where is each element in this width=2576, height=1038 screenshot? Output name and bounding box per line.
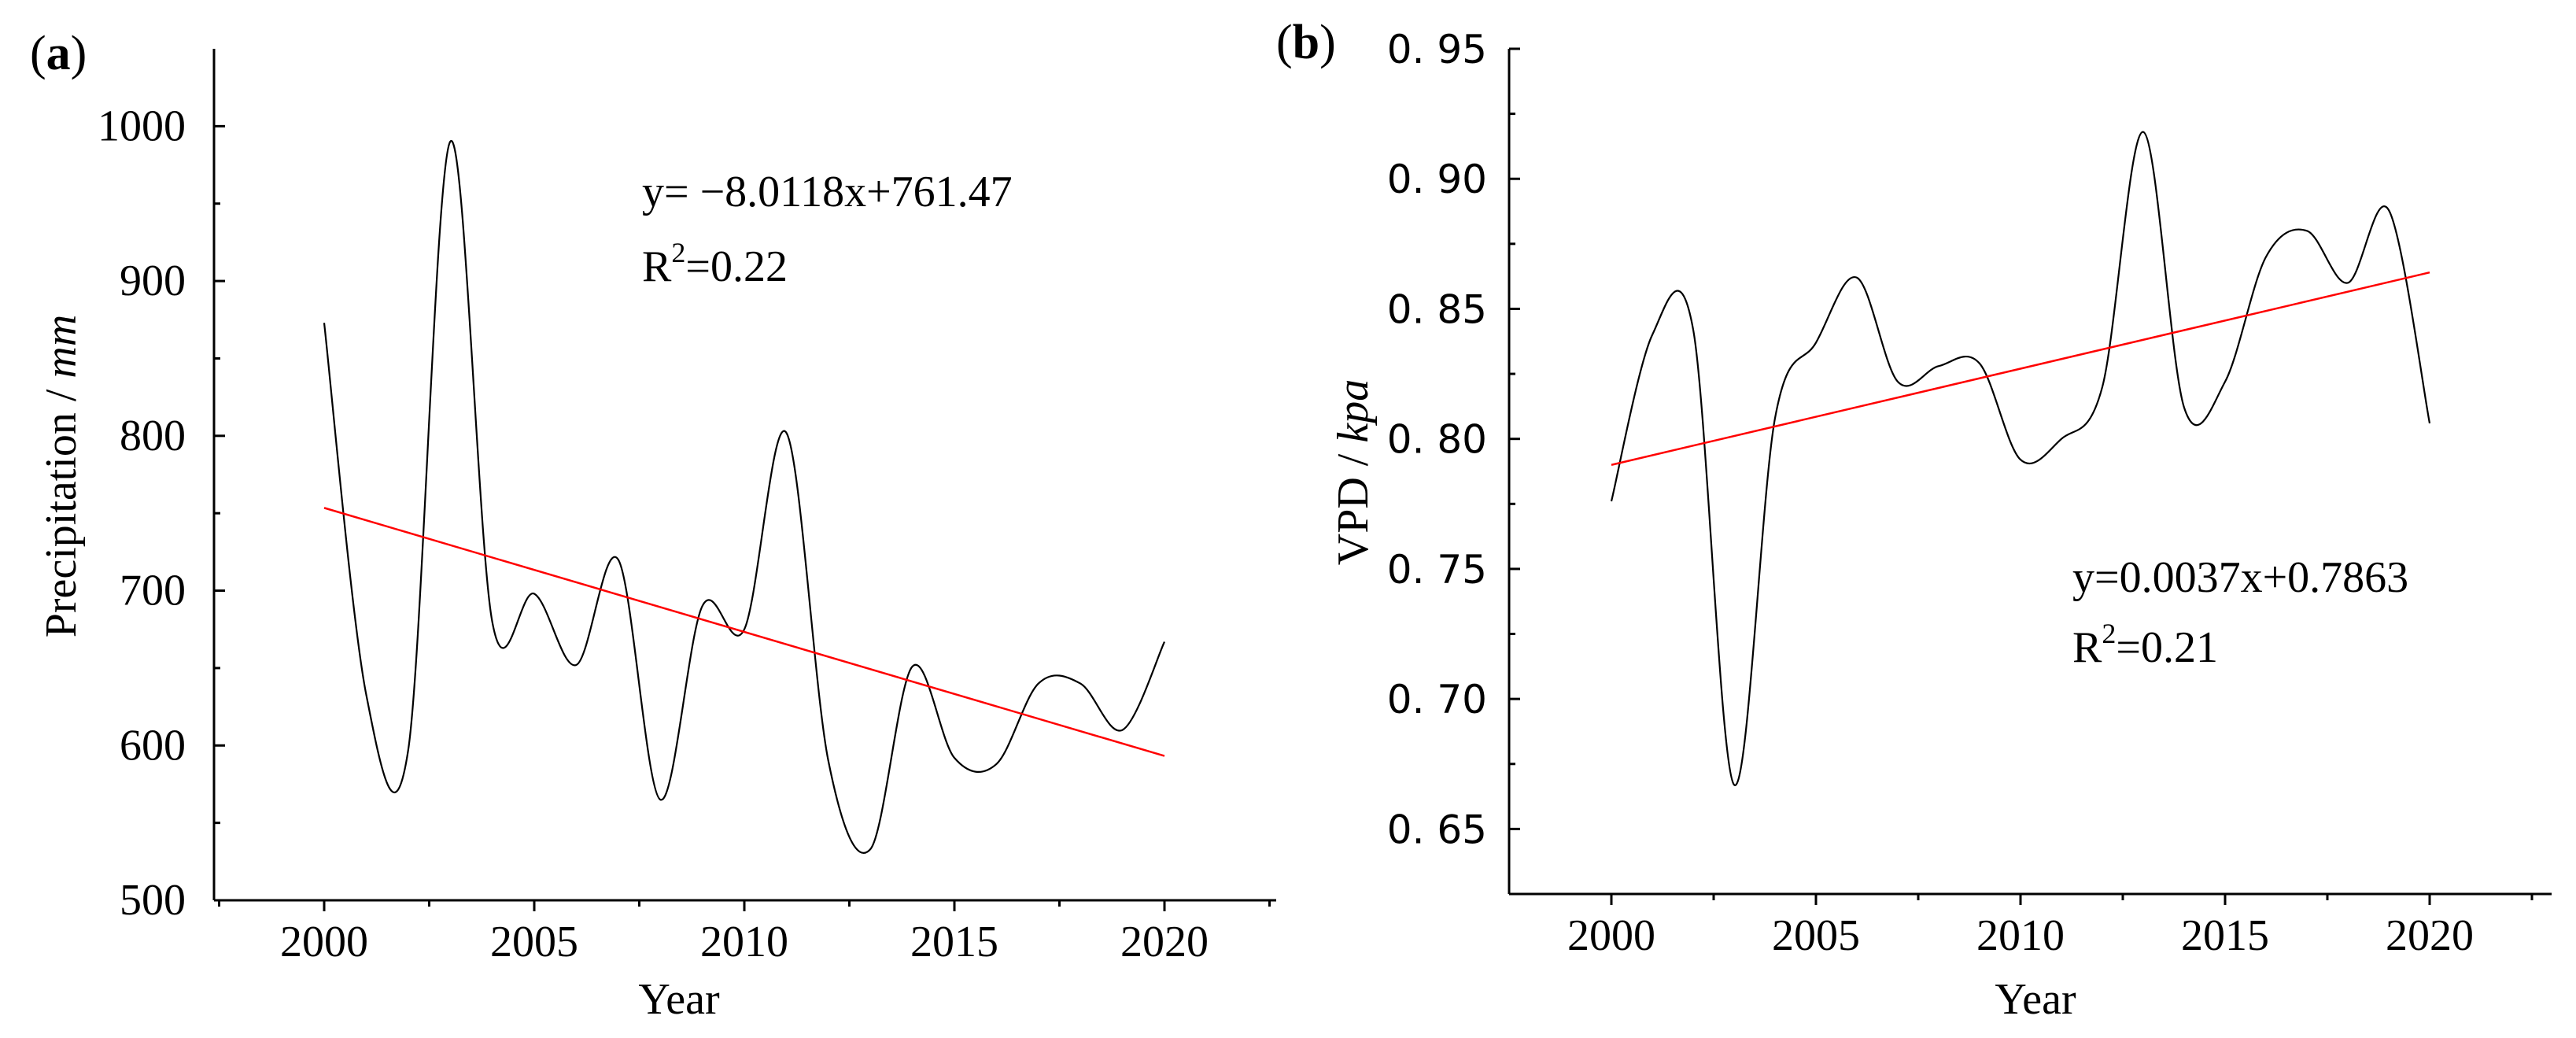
y-tick-label: 900 xyxy=(120,257,186,305)
panel-b-vpd-line xyxy=(1610,131,2431,786)
panel-a-precipitation-line xyxy=(323,140,1165,854)
x-tick-label: 2005 xyxy=(1772,911,1860,960)
y-tick-label: 0. 75 xyxy=(1387,547,1487,593)
panel-a-equation: y= −8.0118x+761.47 xyxy=(642,168,1013,216)
panel-b-y-title: VPD / kpa xyxy=(1329,379,1378,565)
x-tick-label: 2020 xyxy=(2386,911,2474,960)
x-tick-label: 2010 xyxy=(700,918,788,966)
y-tick-label: 0. 85 xyxy=(1387,286,1487,332)
panel-b-y-ticks: 0. 65 0. 70 0. 75 0. 80 0. 85 0. 90 0. 95 xyxy=(1387,27,1520,852)
x-tick-label: 2020 xyxy=(1120,918,1209,966)
panel-b-r2: R2=0.21 xyxy=(2072,618,2218,672)
x-tick-label: 2015 xyxy=(2181,911,2269,960)
panel-b-equation: y=0.0037x+0.7863 xyxy=(2072,553,2408,602)
x-tick-label: 2000 xyxy=(280,918,368,966)
panel-a-precipitation: (a) 500 600 700 800 900 1000 2000 2005 2010 2015… xyxy=(30,27,1276,1024)
y-tick-label: 1000 xyxy=(98,102,186,150)
panel-b-trend-line xyxy=(1611,271,2430,466)
y-tick-label: 600 xyxy=(120,721,186,770)
panel-a-y-title: Precipitation / mm xyxy=(37,315,86,638)
panel-a-label: (a) xyxy=(30,27,87,80)
y-tick-label: 0. 90 xyxy=(1387,157,1487,202)
panel-b-x-title: Year xyxy=(1995,975,2076,1024)
panel-a-x-title: Year xyxy=(638,975,720,1024)
x-tick-label: 2005 xyxy=(490,918,578,966)
y-tick-label: 0. 65 xyxy=(1387,807,1487,852)
panel-a-x-ticks: 2000 2005 2010 2015 2020 xyxy=(218,900,1271,966)
panel-a-y-ticks: 500 600 700 800 900 1000 xyxy=(98,102,225,925)
y-tick-label: 0. 80 xyxy=(1387,417,1487,463)
x-tick-label: 2000 xyxy=(1567,911,1655,960)
x-tick-label: 2010 xyxy=(1976,911,2065,960)
panel-a-trend-line xyxy=(323,507,1165,757)
panel-b-x-ticks: 2000 2005 2010 2015 2020 xyxy=(1567,894,2534,960)
panel-b-vpd: (b) 0. 650. 700. 750. 800. 850. 900. 95 … xyxy=(1276,16,2552,1024)
panel-a-r2: R2=0.22 xyxy=(642,237,788,291)
y-tick-label: 0. 70 xyxy=(1387,677,1487,722)
y-tick-label: 0. 95 xyxy=(1387,27,1487,72)
y-tick-label: 700 xyxy=(120,567,186,615)
x-tick-label: 2015 xyxy=(910,918,998,966)
y-tick-label: 800 xyxy=(120,412,186,460)
y-tick-label: 500 xyxy=(120,876,186,925)
panel-b-label: (b) xyxy=(1276,16,1336,69)
